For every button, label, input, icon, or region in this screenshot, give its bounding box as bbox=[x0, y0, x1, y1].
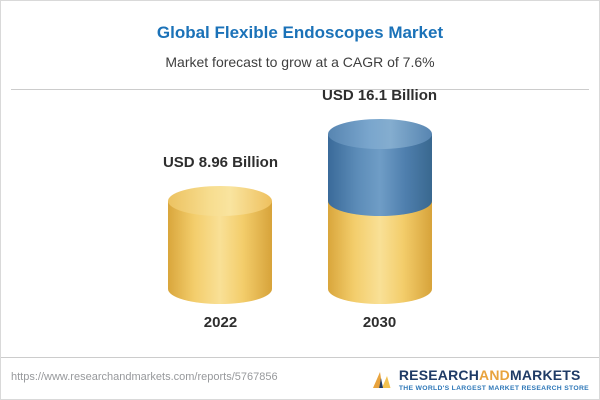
page-subtitle: Market forecast to grow at a CAGR of 7.6… bbox=[165, 54, 435, 70]
value-label-2022: USD 8.96 Billion bbox=[162, 154, 278, 171]
logo-word-and: AND bbox=[479, 366, 510, 383]
bottom-divider bbox=[1, 357, 599, 358]
category-label-2022: 2022 bbox=[203, 314, 238, 331]
cylinder-2030-cap bbox=[327, 119, 432, 149]
cylinder-2022 bbox=[168, 186, 273, 304]
logo-text: RESEARCHANDMARKETS THE WORLD'S LARGEST M… bbox=[398, 366, 589, 392]
logo-tagline: THE WORLD'S LARGEST MARKET RESEARCH STOR… bbox=[398, 385, 589, 392]
bar-2022: USD 8.96 Billion 2022 bbox=[163, 154, 278, 331]
bar-chart: USD 8.96 Billion 2022 USD 16.1 Billion 2… bbox=[1, 87, 599, 331]
logo-name: RESEARCHANDMARKETS bbox=[398, 366, 589, 383]
bar-2030: USD 16.1 Billion 2030 bbox=[322, 87, 437, 331]
value-label-2030: USD 16.1 Billion bbox=[322, 87, 438, 104]
logo-word-research: RESEARCH bbox=[398, 366, 480, 383]
report-url: https://www.researchandmarkets.com/repor… bbox=[11, 371, 278, 383]
cylinder-2030 bbox=[327, 119, 432, 304]
research-and-markets-logo: RESEARCHANDMARKETS THE WORLD'S LARGEST M… bbox=[371, 366, 589, 392]
logo-icon bbox=[371, 369, 393, 391]
cylinder-2022-cap bbox=[168, 186, 273, 216]
logo-word-markets: MARKETS bbox=[509, 366, 581, 383]
cylinder-2022-body bbox=[168, 186, 273, 304]
cylinder-2030-base-body bbox=[327, 201, 432, 304]
top-divider bbox=[11, 89, 589, 90]
category-label-2030: 2030 bbox=[362, 314, 397, 331]
page-title: Global Flexible Endoscopes Market bbox=[156, 23, 444, 42]
cylinder-2030-growth-body bbox=[327, 119, 432, 216]
